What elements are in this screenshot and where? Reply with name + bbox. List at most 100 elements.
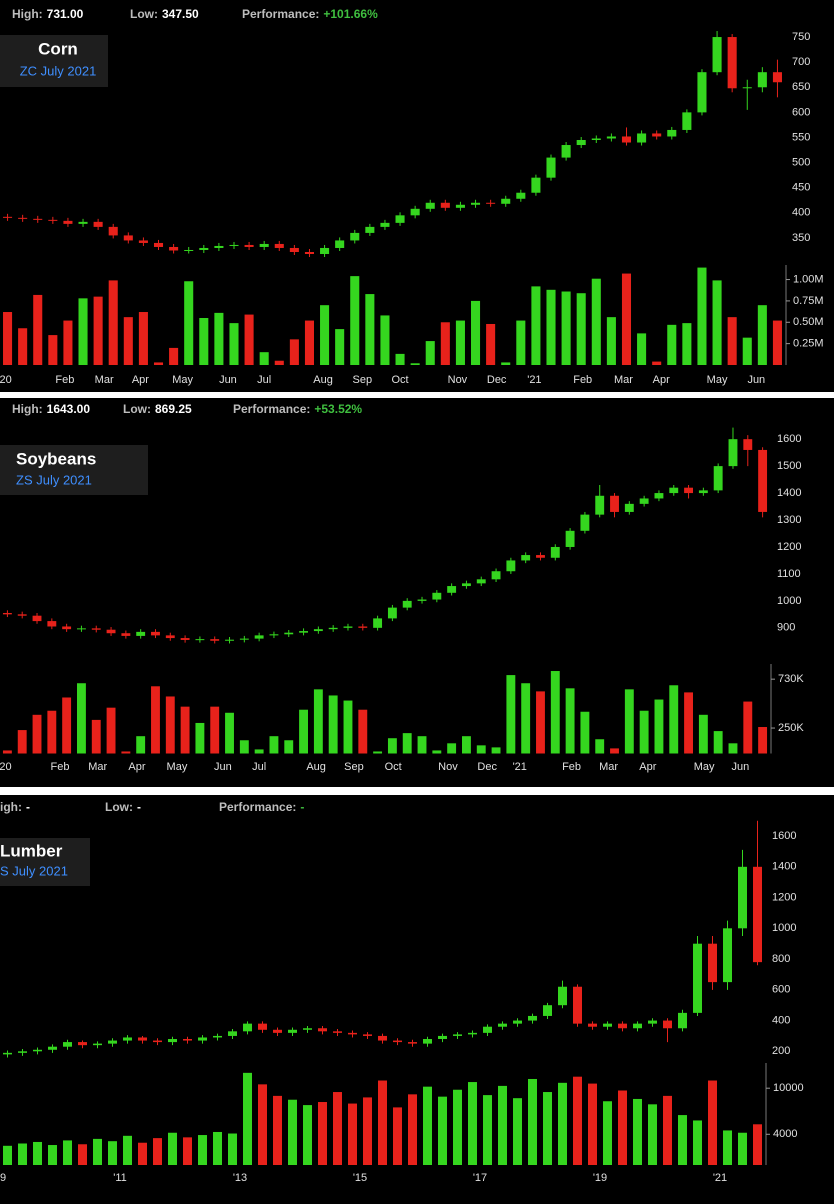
stat: Performance: - xyxy=(219,800,304,814)
y-tick-label: 1600 xyxy=(777,433,801,445)
candle-body xyxy=(153,1040,162,1043)
candle-body xyxy=(320,247,330,255)
candle-body xyxy=(123,235,133,241)
volume-bar xyxy=(254,749,264,754)
candle-body xyxy=(546,157,556,178)
volume-bar xyxy=(168,1132,177,1165)
candle-body xyxy=(516,192,526,199)
y-tick-label: 400 xyxy=(792,207,810,219)
volume-bar xyxy=(633,1098,642,1165)
candle-body xyxy=(313,629,323,632)
candle-body xyxy=(136,631,146,636)
x-tick-label: Feb xyxy=(55,374,74,386)
x-tick-label: '20 xyxy=(0,374,12,386)
candle-body xyxy=(108,226,118,236)
candle-body xyxy=(213,1035,222,1038)
volume-bar xyxy=(712,280,722,365)
candle-body xyxy=(180,638,190,640)
volume-bar xyxy=(471,300,481,365)
candle-body xyxy=(393,1040,402,1043)
candle-body xyxy=(289,247,299,252)
stat-value: - xyxy=(300,800,304,814)
volume-bar xyxy=(483,1095,492,1165)
volume-bar xyxy=(743,701,753,754)
candle-body xyxy=(210,639,220,641)
candle-body xyxy=(639,498,649,504)
candle-body xyxy=(93,1043,102,1046)
candle-body xyxy=(299,631,308,633)
volume-tick-label: 0.25M xyxy=(793,338,824,350)
candle-body xyxy=(738,866,747,929)
volume-bar xyxy=(667,324,677,365)
volume-bar xyxy=(318,1102,327,1165)
volume-bar xyxy=(654,699,664,754)
x-tick-label: '13 xyxy=(233,1172,247,1184)
candle-body xyxy=(318,1028,327,1032)
x-tick-label: May xyxy=(694,761,715,773)
candle-body xyxy=(521,555,531,561)
volume-bar xyxy=(195,722,205,754)
candle-body xyxy=(438,1035,447,1040)
volume-bar xyxy=(165,696,175,754)
volume-bar xyxy=(531,286,541,365)
candle-body xyxy=(455,204,465,208)
volume-bar xyxy=(757,305,767,365)
volume-bar xyxy=(91,719,101,754)
volume-bar xyxy=(198,1135,207,1165)
candle-body xyxy=(468,1032,477,1035)
volume-bar xyxy=(455,320,465,365)
volume-bar xyxy=(486,323,496,365)
volume-bar xyxy=(62,697,72,754)
candle-body xyxy=(335,240,345,248)
volume-bar xyxy=(239,740,249,754)
candle-body xyxy=(471,202,481,205)
candle-body xyxy=(576,140,586,146)
volume-bar xyxy=(32,714,42,754)
candle-body xyxy=(432,592,442,600)
volume-bar xyxy=(698,714,708,754)
y-tick-label: 900 xyxy=(777,622,795,634)
candle-body xyxy=(618,1023,627,1029)
candle-body xyxy=(378,1035,387,1041)
candle-body xyxy=(63,220,73,224)
volume-bar xyxy=(93,1138,102,1165)
volume-bar xyxy=(603,1101,612,1165)
y-tick-label: 350 xyxy=(792,232,810,244)
volume-bar xyxy=(343,700,353,754)
stat-value: - xyxy=(137,800,141,814)
volume-bar xyxy=(408,1094,417,1165)
candle-body xyxy=(18,1051,27,1053)
volume-bar xyxy=(365,294,375,365)
candle-body xyxy=(561,145,571,158)
volume-bar xyxy=(17,730,27,754)
volume-bar xyxy=(432,750,442,754)
volume-bar xyxy=(440,322,450,365)
volume-bar xyxy=(648,1104,657,1165)
volume-bar xyxy=(462,736,471,754)
candle-body xyxy=(303,1028,312,1030)
candle-body xyxy=(199,247,209,250)
stat-value: 731.00 xyxy=(47,7,84,21)
candle-body xyxy=(742,87,752,89)
volume-bar xyxy=(684,692,693,754)
candle-body xyxy=(63,1042,72,1047)
volume-bar xyxy=(78,1144,87,1165)
volume-bar xyxy=(199,318,209,365)
candle-body xyxy=(18,217,28,219)
stat-value: +101.66% xyxy=(323,7,378,21)
volume-tick-label: 0.75M xyxy=(793,295,824,307)
volume-bar xyxy=(244,314,254,365)
candle-body xyxy=(183,1039,192,1041)
volume-bar xyxy=(380,315,390,365)
x-tick-label: Jun xyxy=(219,374,237,386)
volume-bar xyxy=(3,312,13,365)
chart-title: Lumber xyxy=(0,841,63,860)
candle-body xyxy=(624,503,634,512)
volume-bar xyxy=(591,278,601,365)
candle-body xyxy=(225,639,234,641)
volume-bar xyxy=(289,339,299,365)
volume-bar xyxy=(18,1143,27,1165)
x-tick-label: Mar xyxy=(95,374,114,386)
candle-body xyxy=(78,221,88,224)
